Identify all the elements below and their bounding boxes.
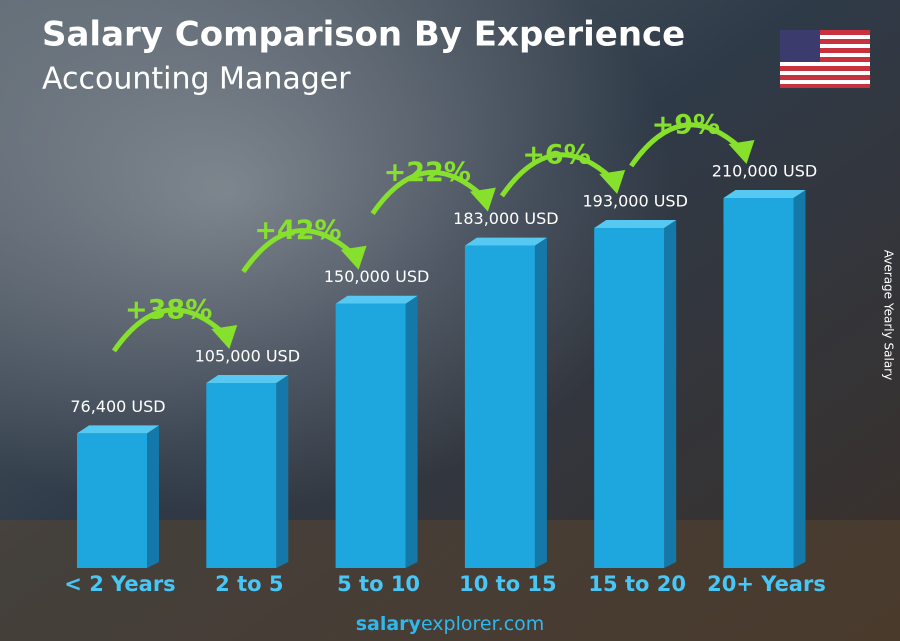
growth-arrow — [370, 170, 484, 215]
x-tick-label: 20+ Years — [707, 572, 826, 596]
source: salaryexplorer.com — [356, 613, 545, 635]
value-label: 150,000 USD — [324, 267, 429, 286]
growth-arrowhead — [211, 325, 238, 349]
bar — [723, 198, 794, 568]
bar-side — [793, 190, 806, 568]
value-label: 183,000 USD — [453, 209, 558, 228]
bar — [464, 245, 535, 569]
growth-label: +9% — [652, 110, 720, 141]
y-axis-label: Average Yearly Salary — [882, 250, 896, 380]
bar — [594, 227, 665, 568]
bar-top — [335, 295, 418, 304]
growth-arrow — [241, 228, 355, 274]
growth-arrow — [111, 307, 225, 353]
bar-top — [594, 219, 677, 228]
bar-top — [206, 375, 289, 383]
growth-arrowhead — [340, 245, 367, 270]
bar-top — [77, 425, 159, 434]
source-brand: salary — [356, 613, 422, 635]
value-label: 210,000 USD — [712, 162, 817, 181]
bar-side — [405, 295, 418, 568]
source-domain: explorer.com — [421, 613, 544, 635]
chart-title: Salary Comparison By Experience — [42, 15, 685, 55]
value-label: 76,400 USD — [70, 397, 165, 416]
growth-arrowhead — [469, 187, 496, 212]
growth-label: +42% — [254, 215, 341, 246]
bar — [77, 433, 147, 568]
bar-top — [464, 237, 547, 246]
growth-label: +22% — [384, 157, 471, 188]
growth-label: +38% — [125, 295, 212, 326]
x-tick-label: 10 to 15 — [459, 572, 557, 596]
bar-side — [147, 425, 159, 568]
growth-arrowhead — [599, 169, 626, 194]
growth-label: +6% — [522, 139, 590, 170]
bar-side — [534, 237, 547, 569]
bar-top — [723, 190, 806, 198]
bar — [335, 303, 406, 568]
chart-subtitle: Accounting Manager — [42, 62, 351, 97]
x-tick-label: 2 to 5 — [215, 572, 283, 596]
flag — [780, 30, 870, 88]
growth-arrow — [499, 152, 613, 198]
bar-side — [664, 219, 677, 568]
growth-arrowhead — [728, 140, 755, 164]
x-tick-label: 5 to 10 — [337, 572, 420, 596]
growth-arrow — [629, 122, 743, 168]
x-tick-label: < 2 Years — [64, 572, 175, 596]
bar-side — [276, 375, 289, 568]
value-label: 193,000 USD — [582, 191, 687, 210]
value-label: 105,000 USD — [195, 347, 300, 366]
bar — [206, 383, 277, 568]
x-tick-label: 15 to 20 — [588, 572, 686, 596]
